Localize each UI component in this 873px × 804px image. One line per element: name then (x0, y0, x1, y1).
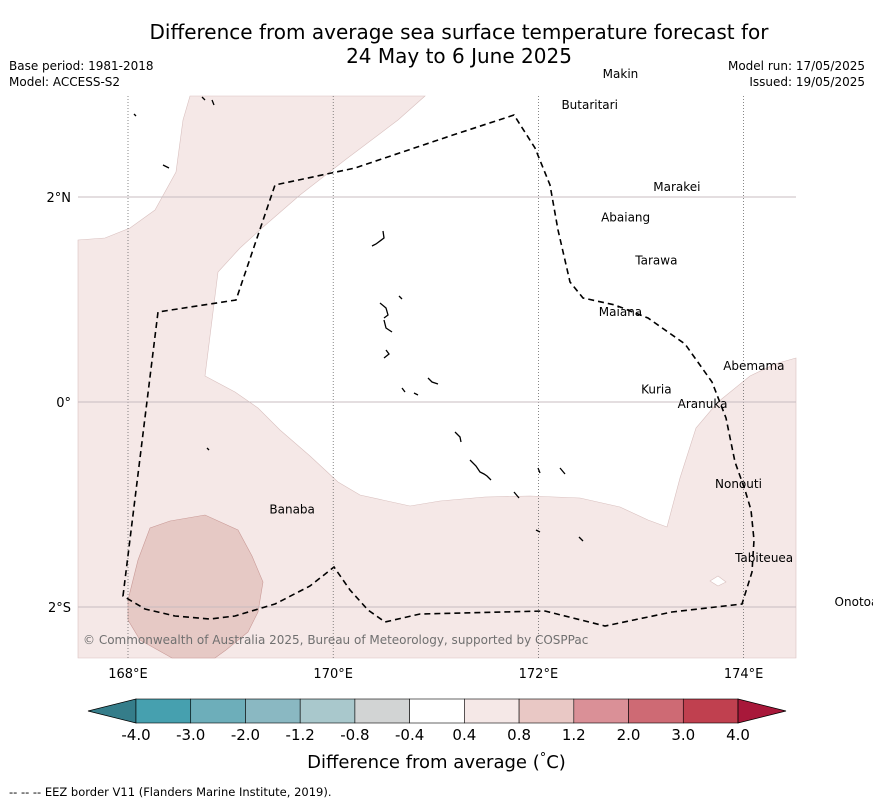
place-label: Nonouti (715, 477, 762, 491)
gridlines (78, 96, 796, 658)
place-label: Maiana (599, 305, 642, 319)
colorbar-title-pre: Difference from average ( (307, 752, 540, 773)
colorbar-tick-label: -3.0 (176, 726, 205, 744)
place-label: Marakei (653, 180, 700, 194)
neutral-patch (709, 575, 727, 587)
axis-labels: 168°E170°E172°E174°E176°E178°E180°4°N2°N… (47, 0, 764, 682)
colorbar-swatch (190, 698, 246, 724)
place-label: Tarawa (634, 254, 677, 268)
colorbar-swatch (628, 698, 684, 724)
colorbar-over-arrow (737, 698, 787, 724)
place-label: Tabiteuea (734, 551, 793, 565)
model-run: Model run: 17/05/2025 (727, 59, 865, 73)
colorbar-tick-label: -1.2 (286, 726, 315, 744)
colorbar-tick-label: 2.0 (617, 726, 641, 744)
colorbar-tick-label: 1.2 (562, 726, 586, 744)
colorbar-tick-label: -4.0 (121, 726, 150, 744)
colorbar-tick-label: 0.4 (452, 726, 476, 744)
place-label: Abaiang (601, 211, 650, 225)
colorbar-title-degree: ° (539, 751, 547, 766)
eez-border (122, 114, 755, 627)
place-label: Butaritari (561, 98, 618, 112)
longitude-label: 168°E (108, 667, 148, 682)
longitude-label: 170°E (313, 667, 353, 682)
metadata-right: Model run: 17/05/2025 Issued: 19/05/2025 (728, 58, 865, 90)
place-label: Banaba (269, 503, 315, 517)
colorbar-under-arrow (87, 698, 137, 724)
place-labels: Makin Butaritari Marakei Abaiang Tarawa Maian… (269, 67, 873, 609)
colorbar-swatch (518, 698, 575, 724)
longitude-label: 172°E (519, 667, 559, 682)
map-title: Difference from average sea surface temp… (0, 20, 873, 68)
issued-date: Issued: 19/05/2025 (749, 75, 865, 89)
latitude-label: 2°N (47, 191, 72, 206)
place-label: Aranuka (678, 397, 728, 411)
base-period: Base period: 1981-2018 (9, 59, 154, 73)
colorbar-swatch (135, 698, 192, 724)
colorbar-swatch (299, 698, 356, 724)
colorbar-tick-label: -0.8 (340, 726, 369, 744)
colorbar-tick-label: -2.0 (231, 726, 260, 744)
colorbar-swatch (682, 698, 739, 724)
latitude-label: 0° (56, 396, 71, 411)
copyright-notice: © Commonwealth of Australia 2025, Bureau… (83, 633, 588, 647)
place-label: Makin (603, 67, 639, 81)
colorbar-tick-label: 3.0 (671, 726, 695, 744)
colorbar-swatch (573, 698, 629, 724)
anomaly-zone-warm (127, 514, 264, 659)
metadata-left: Base period: 1981-2018 Model: ACCESS-S2 (9, 58, 154, 90)
map-panel: Makin Butaritari Marakei Abaiang Tarawa Maian… (77, 67, 873, 659)
colorbar-swatch (409, 698, 465, 724)
latitude-label: 4°N (47, 0, 72, 1)
colorbar-tick-label: -0.4 (395, 726, 424, 744)
place-label: Onotoa (835, 595, 873, 609)
eez-legend-note: -- -- -- EEZ border V11 (Flanders Marine… (9, 785, 332, 799)
title-line-2: 24 May to 6 June 2025 (346, 44, 572, 68)
model-name: Model: ACCESS-S2 (9, 75, 121, 89)
title-line-1: Difference from average sea surface temp… (149, 20, 769, 44)
colorbar-swatch (245, 698, 301, 724)
colorbar-tick-label: 0.8 (507, 726, 531, 744)
island-outlines (133, 96, 584, 542)
place-label: Kuria (641, 383, 672, 397)
colorbar-title: Difference from average (°C) (0, 751, 873, 773)
colorbar-tick-label: 4.0 (726, 726, 750, 744)
colorbar: -4.0 -3.0 -2.0 -1.2 -0.8 -0.4 0.4 0.8 1.2 2.0 3.0 4… (87, 698, 787, 744)
colorbar-title-post: C) (546, 752, 566, 773)
longitude-label: 174°E (724, 667, 764, 682)
colorbar-swatch (464, 698, 520, 724)
place-label: Abemama (723, 359, 784, 373)
anomaly-zone-light-warm (77, 95, 797, 659)
latitude-label: 2°S (48, 601, 71, 616)
colorbar-swatch (354, 698, 410, 724)
